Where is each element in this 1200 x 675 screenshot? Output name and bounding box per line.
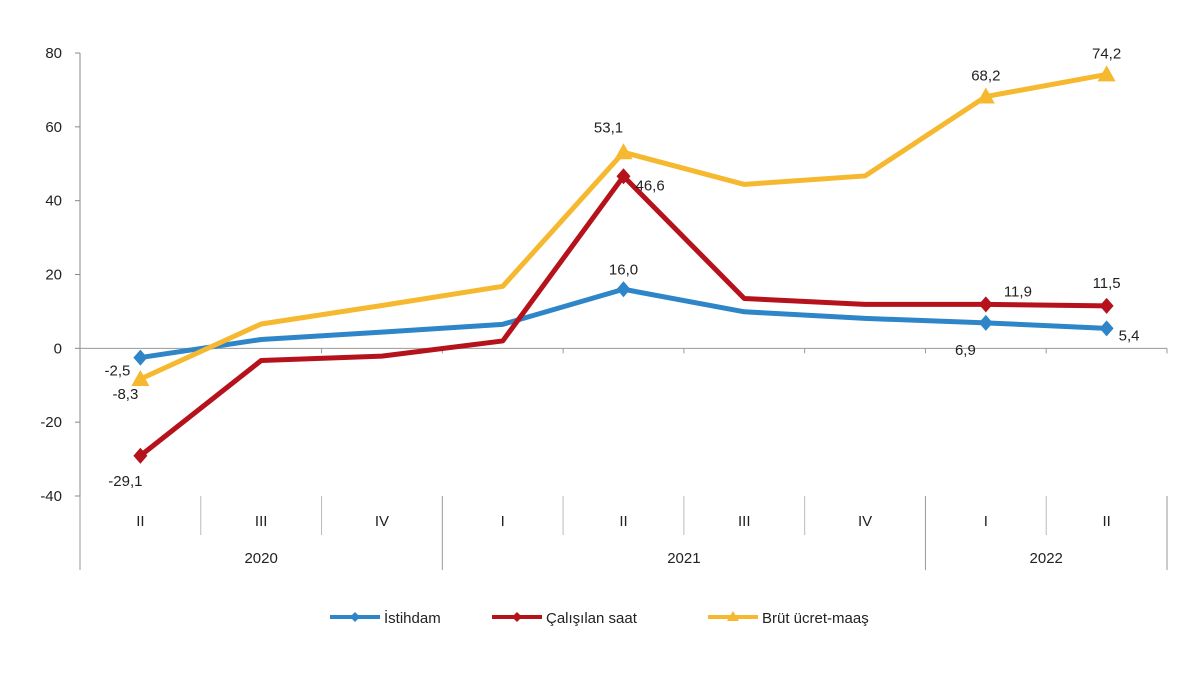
data-label: 5,4 [1119, 327, 1140, 344]
diamond-marker [133, 447, 148, 464]
data-label: 11,9 [1004, 283, 1032, 300]
data-label: 11,5 [1093, 275, 1121, 292]
triangle-marker [614, 143, 633, 160]
category-label: II [136, 513, 144, 530]
y-tick-label: 80 [45, 45, 62, 62]
diamond-marker [1099, 297, 1114, 314]
diamond-marker [616, 281, 631, 298]
diamond-marker [1099, 320, 1114, 337]
y-tick-label: 60 [45, 119, 62, 136]
legend-label: Çalışılan saat [546, 610, 638, 627]
data-label: 16,0 [609, 261, 638, 278]
diamond-marker [133, 349, 148, 366]
year-label: 2022 [1030, 550, 1063, 567]
y-tick-label: 0 [54, 340, 62, 357]
diamond-marker [978, 314, 993, 331]
triangle-marker [131, 369, 150, 386]
y-tick-label: -40 [40, 488, 62, 505]
category-label: II [619, 513, 627, 530]
series-line-1 [138, 173, 1107, 458]
legend-diamond-marker [350, 612, 360, 622]
legend-label: İstihdam [384, 609, 441, 627]
y-tick-label: 40 [45, 193, 62, 210]
legend-label: Brüt ücret-maaş [762, 610, 869, 627]
legend-diamond-marker [512, 612, 522, 622]
diamond-marker [616, 168, 631, 185]
triangle-marker [976, 87, 995, 104]
category-label: II [1102, 513, 1110, 530]
year-label: 2021 [667, 550, 700, 567]
y-tick-label: -20 [40, 414, 62, 431]
category-label: III [738, 513, 751, 530]
category-label: IV [375, 513, 389, 530]
series-line-2 [139, 71, 1108, 382]
category-label: I [984, 513, 988, 530]
diamond-marker [978, 296, 993, 313]
category-label: III [255, 513, 268, 530]
y-tick-label: 20 [45, 267, 62, 284]
data-label: 68,2 [971, 68, 1000, 85]
triangle-marker [1097, 65, 1116, 82]
data-label: 6,9 [955, 342, 976, 359]
data-label: -2,5 [105, 363, 131, 380]
data-label: 74,2 [1092, 45, 1121, 62]
category-label: I [501, 513, 505, 530]
category-label: IV [858, 513, 872, 530]
data-label: 46,6 [636, 177, 665, 194]
year-label: 2020 [244, 550, 277, 567]
data-label: 53,1 [594, 119, 623, 136]
legend-triangle-marker [727, 611, 739, 621]
data-label: -8,3 [112, 386, 138, 403]
data-label: -29,1 [108, 473, 142, 490]
